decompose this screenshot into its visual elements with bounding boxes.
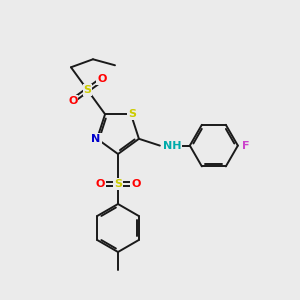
Text: O: O [68, 95, 78, 106]
Text: S: S [128, 109, 136, 119]
Text: O: O [95, 179, 105, 189]
Text: O: O [131, 179, 141, 189]
Text: N: N [92, 134, 101, 144]
Text: S: S [114, 179, 122, 189]
Text: S: S [83, 85, 92, 95]
Text: NH: NH [163, 141, 181, 151]
Text: F: F [242, 141, 249, 151]
Text: O: O [97, 74, 107, 84]
